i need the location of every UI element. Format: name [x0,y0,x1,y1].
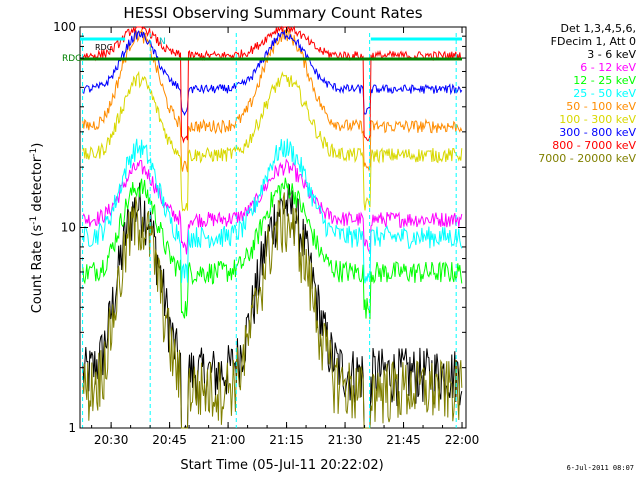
y-axis-label-close: ) [30,143,45,148]
legend-item: 25 - 50 keV [573,87,636,100]
y-axis-label-tail: detector [30,156,45,216]
x-tick-label: 20:30 [94,433,129,447]
y-axis-label-sup: -1 [29,216,39,225]
x-axis-label: Start Time (05-Jul-11 20:22:02) [180,458,383,473]
legend-item: 6 - 12 keV [580,61,636,74]
y-axis-label-sup2: -1 [29,148,39,157]
x-tick-label: 21:45 [386,433,421,447]
saa-label: N [159,37,166,47]
series-line [82,28,463,173]
x-tick-label: 21:30 [328,433,363,447]
rdc-label-left: RDC [62,54,81,64]
y-axis-label: Count Rate (s-1 detector-1) [29,143,45,314]
legend-item: 7000 - 20000 keV [538,152,636,165]
chart-title: HESSI Observing Summary Count Rates [123,4,422,22]
y-axis-label-main: Count Rate (s [30,225,45,314]
series-line [82,29,463,116]
legend-header-line-1: Det 1,3,4,5,6, [560,22,636,35]
legend-item: 800 - 7000 keV [552,139,636,152]
series-line [82,192,463,429]
legend-item: 3 - 6 keV [587,48,636,61]
y-tick-label: 1 [68,421,76,435]
legend-item: 100 - 300 keV [559,113,636,126]
rdc-label-inner: RDC [95,43,113,52]
marker-layer [80,33,463,428]
series-line [82,70,463,212]
legend-item: 12 - 25 keV [573,74,636,87]
series-line [82,177,463,320]
series-line [82,25,463,144]
axes-layer: 20:30 20:45 21:00 21:15 21:30 21:45 22:00 1 10 10… [53,20,479,447]
timestamp: 6-Jul-2011 08:07 [566,464,634,472]
y-tick-label: 100 [53,20,76,34]
x-tick-label: 22:00 [445,433,480,447]
legend-header-line-2: FDecim 1, Att 0 [550,35,636,48]
x-tick-label: 21:00 [211,433,246,447]
series-line [82,182,463,429]
legend-item: 300 - 800 keV [559,126,636,139]
y-tick-label: 10 [61,221,76,235]
legend-item: 50 - 100 keV [566,100,636,113]
series-line [82,138,463,284]
x-tick-label: 20:45 [152,433,187,447]
x-tick-label: 21:15 [269,433,304,447]
legend: Det 1,3,4,5,6, FDecim 1, Att 0 3 - 6 keV… [470,22,636,165]
series-line [82,158,463,255]
series-layer [82,25,463,429]
